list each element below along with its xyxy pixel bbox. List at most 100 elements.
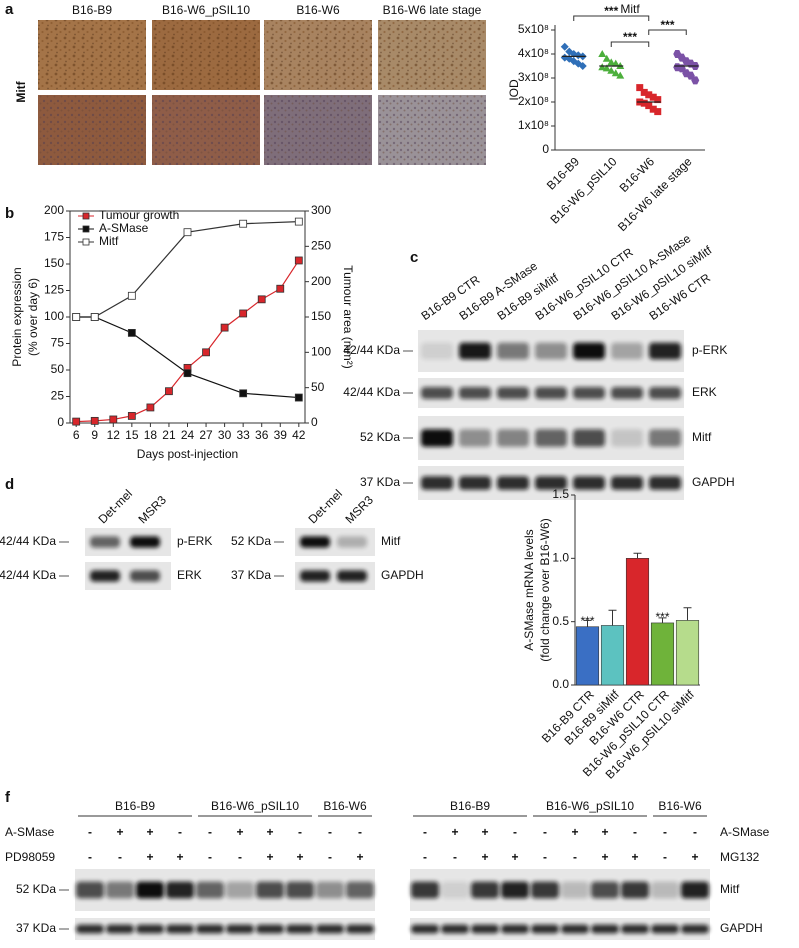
- treatment-sign: -: [88, 850, 92, 864]
- band: [346, 924, 374, 934]
- data-point: [602, 54, 611, 62]
- y-axis-label: (% over day 6): [26, 278, 40, 356]
- y-tick-label: 175: [44, 230, 64, 244]
- group-label: B16-W6_pSIL10: [211, 799, 299, 813]
- y2-tick-label: 150: [311, 309, 331, 323]
- row-label: PD98059: [5, 850, 55, 864]
- band: [166, 924, 194, 934]
- panel-label: d: [5, 476, 14, 493]
- treatment-sign: -: [423, 850, 427, 864]
- bar: [625, 558, 650, 686]
- data-point: [127, 328, 136, 337]
- bar: [600, 625, 625, 686]
- x-tick-label: 6: [73, 428, 80, 442]
- band: [337, 570, 367, 582]
- y-tick-label: 1.5: [552, 487, 569, 501]
- series-line: [76, 316, 299, 399]
- band: [106, 924, 134, 934]
- x-tick-label: 30: [218, 428, 232, 442]
- band: [501, 881, 529, 899]
- band: [573, 476, 605, 490]
- band: [337, 536, 367, 548]
- lane-label: MSR3: [342, 493, 376, 527]
- data-point: [294, 256, 303, 265]
- treatment-sign: -: [358, 825, 362, 839]
- band: [531, 924, 559, 934]
- treatment-sign: -: [178, 825, 182, 839]
- panel-label: a: [5, 1, 14, 18]
- treatment-sign: -: [663, 850, 667, 864]
- y-tick-label: 5x10⁸: [518, 22, 549, 36]
- data-point: [654, 108, 662, 116]
- treatment-sign: -: [573, 850, 577, 864]
- treatment-sign: +: [481, 825, 488, 839]
- band: [471, 924, 499, 934]
- treatment-sign: +: [116, 825, 123, 839]
- y2-tick-label: 250: [311, 239, 331, 253]
- band: [286, 881, 314, 899]
- column-label: B16-W6_pSIL10: [162, 3, 250, 17]
- treatment-sign: -: [298, 825, 302, 839]
- error-bar: [658, 617, 667, 623]
- treatment-sign: -: [543, 850, 547, 864]
- band: [611, 429, 643, 447]
- size-label: 37 KDa: [360, 475, 400, 489]
- band: [611, 387, 643, 399]
- band: [501, 924, 529, 934]
- treatment-sign: -: [633, 825, 637, 839]
- band: [441, 924, 469, 934]
- data-point: [202, 348, 210, 357]
- lane-label: MSR3: [135, 493, 169, 527]
- micrograph-texture: [264, 95, 372, 165]
- data-point: [220, 323, 229, 332]
- protein-label: ERK: [177, 568, 202, 582]
- legend-label: A-SMase: [99, 221, 149, 235]
- column-label: B16-W6: [296, 3, 340, 17]
- data-point: [72, 313, 81, 321]
- y-tick-label: 0: [542, 142, 549, 156]
- band: [611, 342, 643, 360]
- protein-label: GAPDH: [381, 568, 424, 582]
- data-point: [294, 217, 303, 226]
- y-tick-label: 200: [44, 203, 64, 217]
- band: [497, 387, 529, 399]
- y-tick-label: 25: [51, 389, 65, 403]
- data-point: [127, 412, 136, 420]
- band: [196, 881, 224, 899]
- y-tick-label: 125: [44, 283, 64, 297]
- x-axis-label: Days post-injection: [137, 447, 238, 461]
- band: [651, 881, 679, 899]
- legend-label: Tumour growth: [99, 208, 179, 222]
- band: [535, 342, 567, 360]
- treatment-sign: -: [423, 825, 427, 839]
- band: [591, 881, 619, 899]
- significance-label: ***: [655, 610, 669, 624]
- protein-label: Mitf: [720, 882, 740, 896]
- y2-tick-label: 50: [311, 380, 325, 394]
- significance-label: ***: [580, 614, 594, 628]
- significance-bracket: [610, 41, 650, 47]
- band: [535, 476, 567, 490]
- data-point: [239, 219, 248, 228]
- data-point: [165, 387, 173, 396]
- y-axis-label: A-SMase mRNA levels: [522, 529, 536, 650]
- micrograph-texture: [378, 20, 486, 90]
- treatment-sign: +: [296, 850, 303, 864]
- y2-tick-label: 200: [311, 274, 331, 288]
- band: [471, 881, 499, 899]
- y-tick-label: 2x10⁸: [518, 94, 549, 108]
- size-label: 42/44 KDa: [343, 343, 400, 357]
- data-point: [276, 284, 285, 293]
- micrograph-texture: [152, 20, 260, 90]
- band: [130, 570, 160, 582]
- band: [441, 881, 469, 899]
- lane-label: Det-mel: [95, 487, 135, 527]
- data-point: [257, 295, 266, 304]
- protein-label: GAPDH: [692, 475, 735, 489]
- data-point: [607, 66, 616, 74]
- treatment-sign: -: [453, 850, 457, 864]
- data-point: [654, 96, 662, 104]
- y-axis-label: IOD: [507, 79, 521, 101]
- band: [649, 387, 681, 399]
